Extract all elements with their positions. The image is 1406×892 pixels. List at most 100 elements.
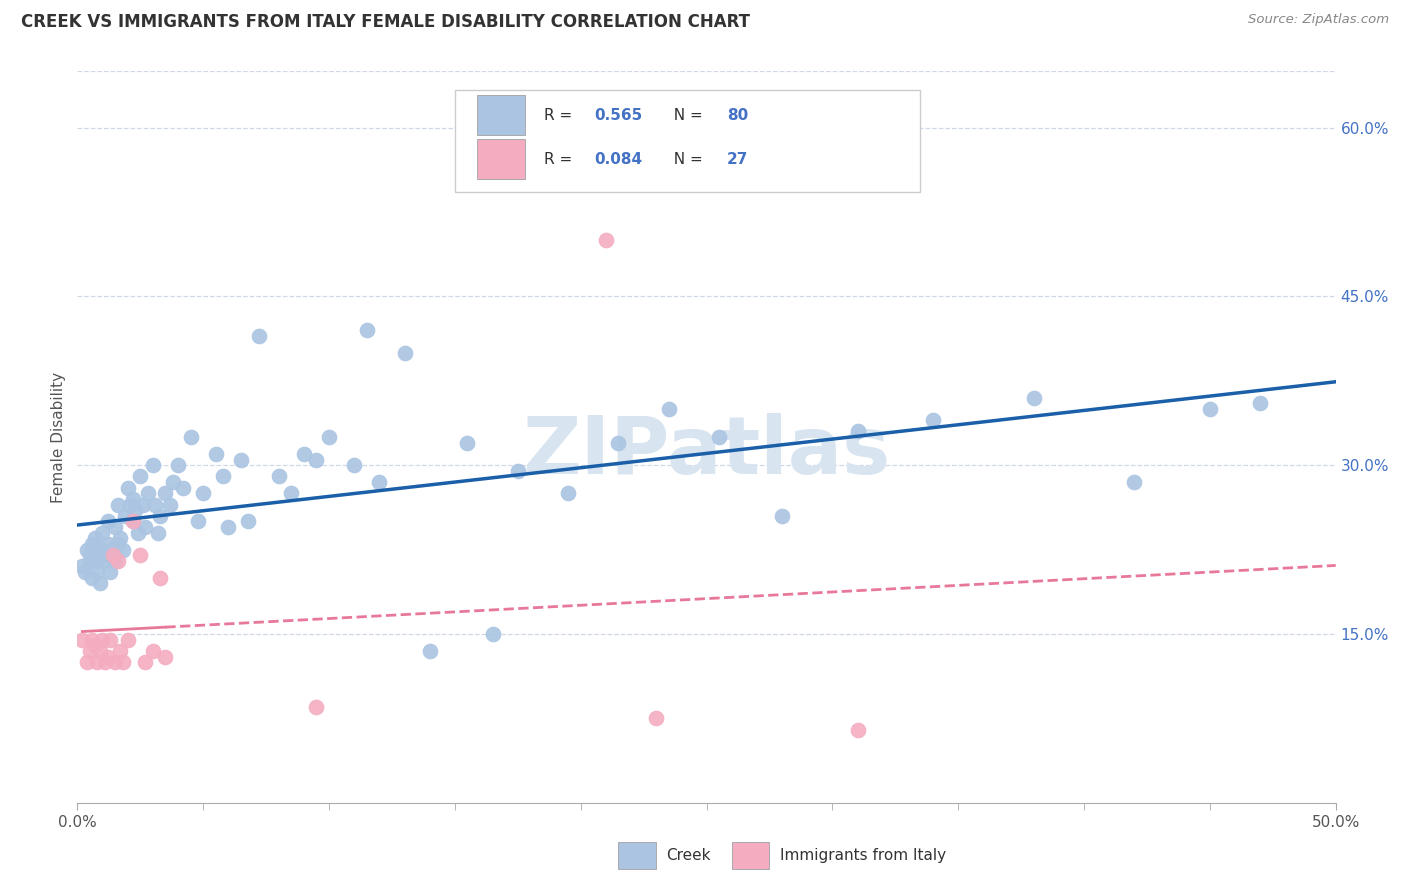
Point xyxy=(82,571,104,585)
Text: ZIPatlas: ZIPatlas xyxy=(523,413,890,491)
Text: 27: 27 xyxy=(727,152,748,167)
Point xyxy=(91,525,114,540)
Point xyxy=(149,571,172,585)
Point xyxy=(167,458,190,473)
Point xyxy=(1199,401,1222,416)
Point xyxy=(607,435,630,450)
Point xyxy=(108,644,131,658)
Point xyxy=(91,632,114,647)
Point xyxy=(292,447,315,461)
Point xyxy=(84,638,107,652)
Point xyxy=(280,486,302,500)
Point xyxy=(86,554,108,568)
Point xyxy=(204,447,226,461)
Point xyxy=(104,554,127,568)
Point xyxy=(79,554,101,568)
Point xyxy=(155,486,177,500)
Point xyxy=(267,469,290,483)
Point xyxy=(846,723,869,737)
Point xyxy=(343,458,366,473)
Point xyxy=(94,554,117,568)
Point xyxy=(155,649,177,664)
Point xyxy=(107,537,129,551)
Point xyxy=(114,508,136,523)
Point xyxy=(707,430,730,444)
Point xyxy=(142,644,165,658)
Point xyxy=(247,328,270,343)
Point xyxy=(658,401,681,416)
Point xyxy=(846,425,869,439)
Point xyxy=(72,632,94,647)
Point xyxy=(456,435,478,450)
Point xyxy=(121,491,143,506)
Point xyxy=(101,548,124,562)
Text: Immigrants from Italy: Immigrants from Italy xyxy=(779,848,946,863)
Point xyxy=(129,469,152,483)
Point xyxy=(111,655,134,669)
Point xyxy=(159,498,181,512)
Point xyxy=(121,515,143,529)
Point xyxy=(86,565,108,579)
Point xyxy=(394,345,416,359)
Point xyxy=(146,525,169,540)
Point xyxy=(1123,475,1146,489)
FancyBboxPatch shape xyxy=(619,842,657,869)
Point xyxy=(96,649,118,664)
Point xyxy=(136,486,159,500)
Point xyxy=(111,542,134,557)
Point xyxy=(82,537,104,551)
Text: CREEK VS IMMIGRANTS FROM ITALY FEMALE DISABILITY CORRELATION CHART: CREEK VS IMMIGRANTS FROM ITALY FEMALE DI… xyxy=(21,13,749,31)
Point xyxy=(318,430,340,444)
Point xyxy=(557,486,579,500)
Y-axis label: Female Disability: Female Disability xyxy=(51,371,66,503)
Point xyxy=(121,515,143,529)
Text: N =: N = xyxy=(664,108,707,123)
Point xyxy=(104,520,127,534)
Point xyxy=(73,565,96,579)
Point xyxy=(922,413,945,427)
Point xyxy=(481,627,503,641)
Text: N =: N = xyxy=(664,152,707,167)
Point xyxy=(595,233,617,247)
Point xyxy=(129,548,152,562)
Point xyxy=(162,475,184,489)
Point xyxy=(419,644,441,658)
Point xyxy=(180,430,202,444)
Point xyxy=(143,498,166,512)
FancyBboxPatch shape xyxy=(456,90,921,192)
FancyBboxPatch shape xyxy=(731,842,769,869)
Point xyxy=(117,632,139,647)
Point xyxy=(82,632,104,647)
Text: R =: R = xyxy=(544,108,578,123)
Point xyxy=(149,508,172,523)
Point xyxy=(89,644,111,658)
Point xyxy=(1249,396,1271,410)
Point xyxy=(124,503,146,517)
Point xyxy=(98,548,121,562)
FancyBboxPatch shape xyxy=(478,95,526,136)
Point xyxy=(107,554,129,568)
Point xyxy=(91,542,114,557)
Point xyxy=(127,525,149,540)
Point xyxy=(86,655,108,669)
Point xyxy=(645,711,668,725)
Point xyxy=(212,469,235,483)
Point xyxy=(76,655,98,669)
Point xyxy=(134,520,156,534)
Point xyxy=(104,655,127,669)
Point xyxy=(770,508,793,523)
Point xyxy=(368,475,391,489)
Point xyxy=(229,452,252,467)
Point xyxy=(89,576,111,591)
Point xyxy=(96,515,118,529)
Point xyxy=(94,655,117,669)
Point xyxy=(84,554,107,568)
Point xyxy=(107,498,129,512)
Point xyxy=(217,520,239,534)
Point xyxy=(132,498,155,512)
Point xyxy=(79,548,101,562)
Point xyxy=(117,481,139,495)
Text: Source: ZipAtlas.com: Source: ZipAtlas.com xyxy=(1249,13,1389,27)
Point xyxy=(98,632,121,647)
Point xyxy=(506,464,529,478)
